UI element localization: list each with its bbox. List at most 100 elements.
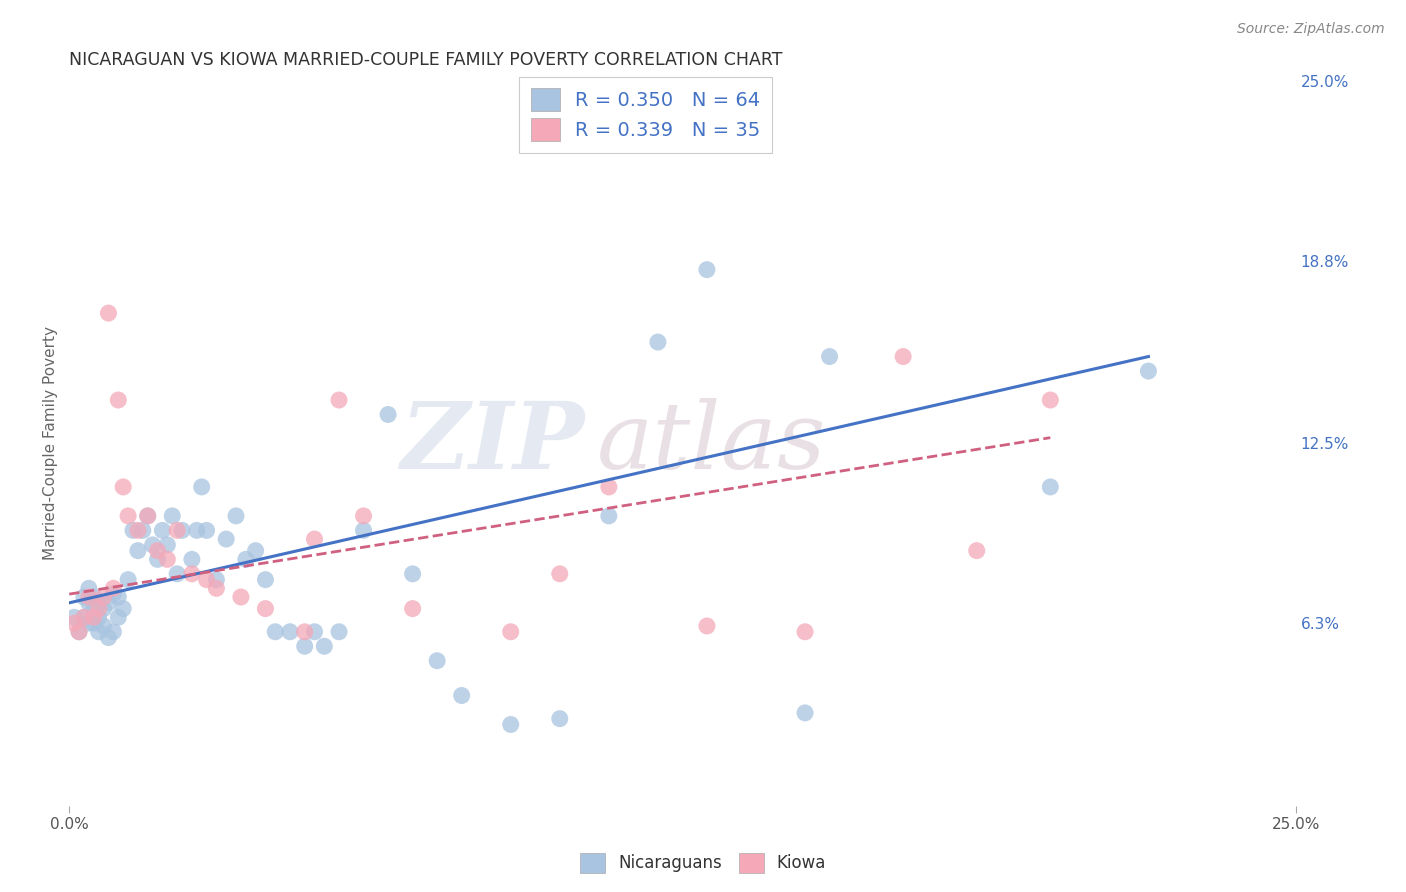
Point (499, 717, 522, 731)
Point (304, 532, 326, 546)
Point (696, 262, 718, 277)
Point (93, 601, 115, 615)
Point (107, 610, 129, 624)
Point (328, 392, 350, 407)
Point (162, 508, 184, 523)
Point (598, 480, 620, 494)
Y-axis label: Married-Couple Family Poverty: Married-Couple Family Poverty (44, 326, 58, 560)
Point (87, 601, 110, 615)
Text: ZIP: ZIP (401, 399, 585, 489)
Point (304, 624, 326, 639)
Point (93, 619, 115, 633)
Point (891, 350, 914, 364)
Point (103, 624, 125, 639)
Point (117, 508, 139, 523)
Point (73, 610, 96, 624)
Point (254, 573, 277, 587)
Point (156, 538, 179, 552)
Point (67, 624, 90, 639)
Point (401, 566, 423, 581)
Point (77, 582, 100, 596)
Point (966, 543, 988, 558)
Point (142, 538, 165, 552)
Point (156, 552, 179, 566)
Point (152, 524, 174, 538)
Point (229, 590, 252, 604)
Point (93, 590, 115, 604)
Point (136, 508, 159, 523)
Point (63, 616, 86, 631)
Point (83, 616, 105, 631)
Point (67, 624, 90, 639)
Point (328, 624, 350, 639)
Point (205, 582, 228, 596)
Point (83, 610, 105, 624)
Point (180, 552, 202, 566)
Point (278, 624, 301, 639)
Point (264, 624, 287, 639)
Point (647, 334, 669, 349)
Point (146, 543, 169, 558)
Point (136, 508, 159, 523)
Text: atlas: atlas (596, 399, 827, 489)
Point (401, 601, 423, 615)
Point (87, 610, 110, 624)
Point (254, 601, 277, 615)
Point (97, 306, 120, 320)
Point (294, 640, 316, 654)
Point (190, 480, 212, 494)
Point (1039, 392, 1062, 407)
Point (73, 590, 96, 604)
Point (166, 524, 188, 538)
Point (235, 552, 257, 566)
Legend: R = 0.350   N = 64, R = 0.339   N = 35: R = 0.350 N = 64, R = 0.339 N = 35 (519, 77, 772, 153)
Point (112, 480, 135, 494)
Point (180, 566, 202, 581)
Legend: Nicaraguans, Kiowa: Nicaraguans, Kiowa (574, 847, 832, 880)
Point (127, 543, 149, 558)
Point (794, 624, 817, 639)
Point (314, 640, 336, 654)
Point (598, 508, 620, 523)
Point (166, 566, 188, 581)
Point (215, 532, 238, 546)
Point (122, 524, 145, 538)
Point (127, 524, 149, 538)
Point (353, 524, 375, 538)
Text: Source: ZipAtlas.com: Source: ZipAtlas.com (1237, 22, 1385, 37)
Point (294, 624, 316, 639)
Point (377, 408, 399, 422)
Point (1039, 480, 1062, 494)
Point (103, 582, 125, 596)
Point (83, 601, 105, 615)
Point (245, 543, 267, 558)
Point (83, 590, 105, 604)
Point (225, 508, 247, 523)
Point (170, 524, 193, 538)
Point (112, 601, 135, 615)
Point (450, 689, 472, 703)
Point (818, 350, 841, 364)
Text: NICARAGUAN VS KIOWA MARRIED-COUPLE FAMILY POVERTY CORRELATION CHART: NICARAGUAN VS KIOWA MARRIED-COUPLE FAMIL… (69, 51, 783, 69)
Point (353, 508, 375, 523)
Point (696, 619, 718, 633)
Point (77, 616, 100, 631)
Point (186, 524, 208, 538)
Point (548, 712, 571, 726)
Point (117, 573, 139, 587)
Point (146, 552, 169, 566)
Point (195, 524, 218, 538)
Point (107, 590, 129, 604)
Point (132, 524, 155, 538)
Point (77, 590, 100, 604)
Point (97, 631, 120, 645)
Point (87, 624, 110, 639)
Point (205, 573, 228, 587)
Point (103, 587, 125, 601)
Point (548, 566, 571, 581)
Point (195, 573, 218, 587)
Point (499, 624, 522, 639)
Point (426, 654, 449, 668)
Point (1137, 364, 1160, 378)
Point (73, 610, 96, 624)
